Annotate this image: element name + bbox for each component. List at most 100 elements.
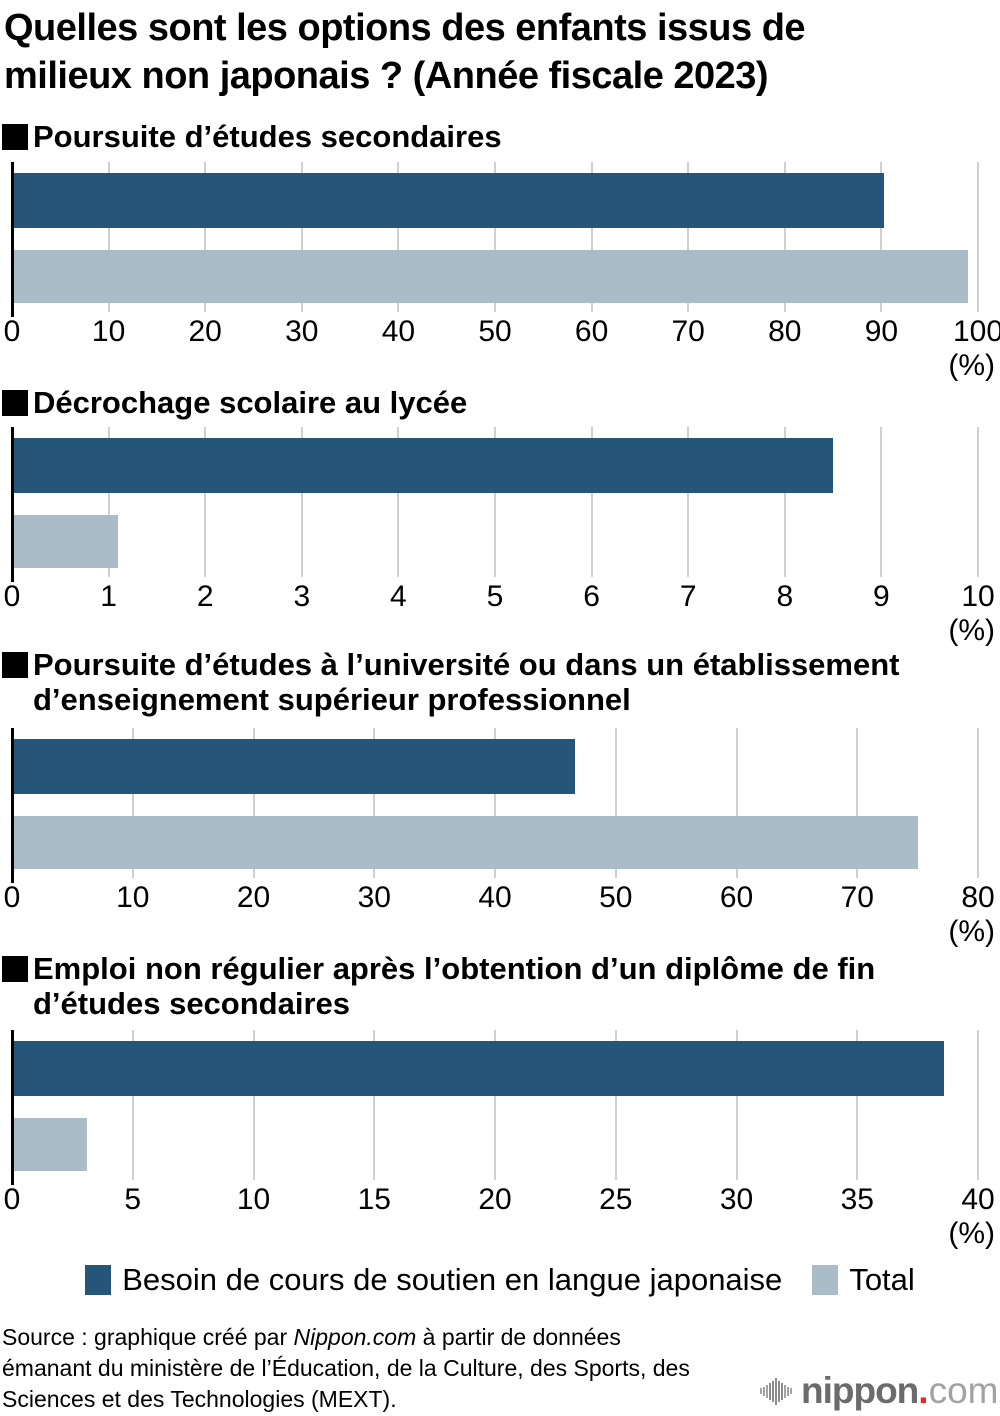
legend-item-total: Total	[812, 1262, 915, 1298]
tick-label: 0	[3, 881, 21, 914]
logo-com-text: com	[928, 1370, 999, 1411]
gridline	[783, 162, 786, 312]
tick-label: 30	[285, 315, 319, 348]
unit-label: (%)	[948, 349, 995, 382]
bar-besoin	[13, 173, 885, 228]
tick-label: 40	[961, 1183, 995, 1216]
gridline	[204, 162, 207, 312]
tick-label: 10	[116, 881, 150, 914]
tick-label: 0	[3, 315, 21, 348]
tick-label: 5	[124, 1183, 142, 1216]
gridline	[880, 162, 883, 312]
bar-plot-2	[0, 427, 1000, 582]
gridline	[252, 728, 255, 878]
wave-bar	[790, 1388, 792, 1394]
logo-nippon-text: nippon	[801, 1370, 919, 1411]
tick-label: 1	[100, 580, 117, 613]
heading-line: d’études secondaires	[33, 986, 351, 1021]
tick-label: 100	[952, 315, 1000, 348]
bar-plot-1	[0, 162, 1000, 317]
tick-label: 0	[3, 580, 21, 613]
bar-plot-3	[0, 728, 1000, 883]
tick-label: 4	[390, 580, 407, 613]
gridline	[107, 427, 110, 577]
tick-label: 9	[873, 580, 890, 613]
gridline	[687, 427, 690, 577]
unit-label: (%)	[948, 1217, 995, 1250]
gridline	[494, 728, 496, 878]
legend-swatch-besoin-icon	[85, 1265, 112, 1295]
tick-label: 40	[478, 881, 512, 914]
chart-heading-text: Décrochage scolaire au lycée	[33, 385, 467, 420]
source-line: émanant du ministère de l’Éducation, de …	[2, 1355, 690, 1381]
chart-heading-text: Emploi non régulier après l’obtention d’…	[33, 951, 875, 1021]
source-text-italic: Nippon.com	[293, 1324, 417, 1350]
wave-bar	[763, 1386, 765, 1396]
gridline	[856, 728, 859, 878]
tick-label: 2	[196, 580, 214, 613]
tick-label: 25	[599, 1183, 633, 1216]
gridline	[131, 1030, 134, 1180]
source-note: Source : graphique créé par Nippon.com à…	[2, 1322, 772, 1415]
gridline	[856, 1030, 859, 1180]
heading-line: Poursuite d’études à l’université ou dan…	[33, 647, 900, 682]
chart-heading-2: Décrochage scolaire au lycée	[2, 385, 998, 420]
tick-label: 35	[840, 1183, 874, 1216]
legend-item-besoin: Besoin de cours de soutien en langue jap…	[85, 1262, 782, 1298]
legend-label-total: Total	[849, 1262, 915, 1297]
gridline	[494, 427, 496, 577]
gridline	[494, 1030, 496, 1180]
chart-heading-text: Poursuite d’études à l’université ou dan…	[33, 647, 900, 717]
bar-besoin	[13, 438, 834, 493]
wave-bar	[772, 1380, 774, 1402]
x-tick-labels-2: 0 1 2 3 4 5 6 7 8 9 10	[0, 579, 1000, 615]
chart-heading-4: Emploi non régulier après l’obtention d’…	[2, 951, 998, 1021]
wave-bar	[778, 1380, 780, 1402]
gridline	[614, 1030, 617, 1180]
y-axis-line	[11, 728, 14, 883]
tick-label: 80	[768, 315, 802, 348]
wave-bar	[769, 1382, 771, 1400]
tick-label: 20	[188, 315, 222, 348]
chart-title-line: milieux non japonais ? (Année fiscale 20…	[4, 55, 769, 97]
gridline	[252, 1030, 255, 1180]
gridline	[687, 162, 690, 312]
heading-square-marker-icon	[2, 652, 28, 678]
chart-heading-text: Poursuite d’études secondaires	[33, 119, 502, 154]
wave-bar	[760, 1388, 762, 1394]
logo-dot: .	[918, 1370, 929, 1411]
gridline	[880, 427, 883, 577]
legend-swatch-total-icon	[812, 1265, 839, 1295]
gridline	[397, 427, 400, 577]
legend: Besoin de cours de soutien en langue jap…	[0, 1262, 1000, 1298]
tick-label: 5	[486, 580, 504, 613]
gridline	[131, 728, 134, 878]
tick-label: 90	[864, 315, 899, 348]
tick-label: 15	[357, 1183, 391, 1216]
gridline	[397, 162, 400, 312]
bar-total	[13, 515, 119, 568]
tick-label: 3	[293, 580, 311, 613]
chart-heading-1: Poursuite d’études secondaires	[2, 119, 998, 154]
tick-label: 20	[478, 1183, 512, 1216]
tick-label: 10	[961, 580, 995, 613]
bar-besoin	[13, 1041, 945, 1096]
gridline	[204, 427, 207, 577]
bar-besoin	[13, 739, 575, 794]
tick-label: 40	[381, 315, 416, 348]
gridline	[590, 427, 593, 577]
chart-heading-3: Poursuite d’études à l’université ou dan…	[2, 647, 998, 717]
wave-bar	[781, 1382, 783, 1400]
gridline	[977, 427, 979, 577]
tick-label: 60	[574, 315, 609, 348]
chart-title: Quelles sont les options des enfants iss…	[4, 4, 996, 100]
x-tick-labels-1: 0 10 20 30 40 50 60 70 80 90 100	[0, 314, 1000, 350]
gridline	[373, 728, 376, 878]
gridline	[735, 1030, 738, 1180]
heading-square-marker-icon	[2, 956, 28, 982]
chart-title-line: Quelles sont les options des enfants iss…	[4, 7, 806, 49]
source-text: à partir de données	[416, 1324, 621, 1350]
source-text: Source : graphique créé par	[2, 1324, 294, 1350]
wave-bar	[787, 1386, 789, 1396]
bar-total	[13, 250, 969, 303]
